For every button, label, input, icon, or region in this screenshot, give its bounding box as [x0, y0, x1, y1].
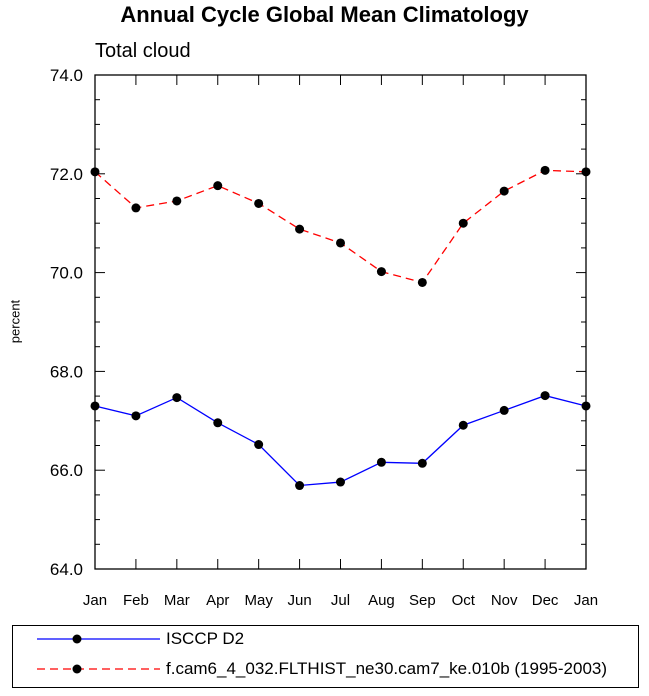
x-tick-label: Oct	[452, 592, 476, 609]
y-tick-label: 74.0	[50, 66, 83, 85]
x-tick-label: Jan	[574, 592, 598, 609]
y-tick-label: 70.0	[50, 264, 83, 283]
data-point	[336, 477, 345, 487]
data-point	[336, 238, 345, 248]
y-tick-label: 64.0	[50, 560, 83, 579]
data-point	[458, 420, 468, 430]
data-point	[417, 277, 427, 287]
legend: ISCCP D2 f.cam6_4_032.FLTHIST_ne30.cam7_…	[12, 625, 639, 688]
data-point	[540, 391, 550, 401]
data-point	[458, 218, 468, 228]
data-point	[131, 203, 141, 213]
data-point	[499, 186, 509, 196]
plot-frame	[94, 74, 587, 570]
data-point	[254, 440, 264, 450]
data-point	[254, 198, 264, 208]
data-point	[213, 418, 223, 428]
data-point	[376, 267, 386, 277]
x-tick-label: Aug	[368, 592, 395, 609]
y-tick-label: 68.0	[50, 362, 83, 381]
chart-subtitle: Total cloud	[95, 40, 191, 62]
legend-marker-series-2	[72, 664, 82, 674]
x-tick-label: Feb	[123, 592, 149, 609]
x-tick-label: Dec	[532, 592, 559, 609]
series-line-2	[94, 169, 587, 284]
data-point	[295, 224, 305, 234]
data-point	[499, 405, 509, 415]
x-tick-label: Sep	[409, 592, 436, 609]
x-tick-label: Nov	[491, 592, 518, 609]
y-tick-label: 66.0	[50, 461, 83, 480]
legend-label-series-1: ISCCP D2	[166, 629, 245, 648]
x-tick-label: Jan	[83, 592, 107, 609]
x-tick-label: May	[244, 592, 273, 609]
chart-title: Annual Cycle Global Mean Climatology	[120, 2, 529, 27]
x-tick-label: Jun	[287, 592, 311, 609]
legend-marker-series-1	[72, 634, 82, 644]
data-point	[90, 401, 100, 411]
y-tick-label: 72.0	[50, 165, 83, 184]
data-point	[90, 167, 100, 177]
data-point	[131, 411, 141, 421]
data-point	[417, 458, 427, 468]
data-point	[172, 196, 182, 206]
x-tick-label: Mar	[164, 592, 190, 609]
data-point	[213, 181, 223, 191]
data-point	[581, 167, 591, 177]
data-point	[376, 457, 386, 467]
x-tick-label: Apr	[206, 592, 229, 609]
data-point	[295, 481, 305, 491]
x-tick-label: Jul	[331, 592, 350, 609]
data-point	[581, 401, 591, 411]
legend-label-series-2: f.cam6_4_032.FLTHIST_ne30.cam7_ke.010b (…	[166, 659, 608, 678]
data-point	[172, 393, 182, 403]
series-line-1	[94, 394, 587, 487]
data-point	[540, 165, 550, 175]
